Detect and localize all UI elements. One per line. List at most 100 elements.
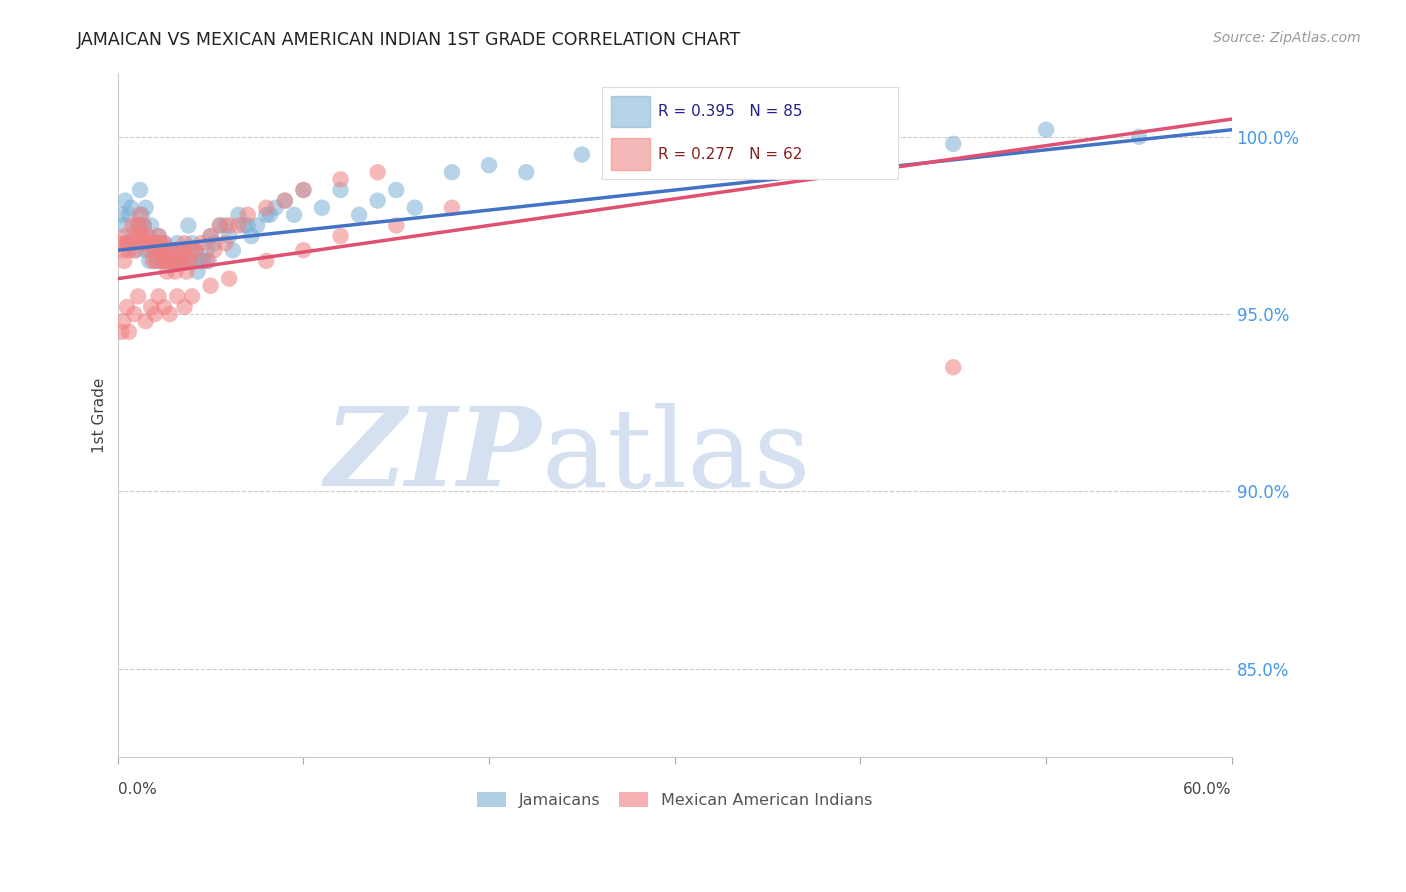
Point bbox=[115, 236, 138, 251]
Point bbox=[571, 147, 593, 161]
Point bbox=[195, 253, 218, 268]
Point bbox=[283, 208, 305, 222]
Point bbox=[145, 244, 167, 258]
Point bbox=[127, 219, 149, 233]
Point bbox=[329, 229, 352, 244]
Point bbox=[208, 219, 231, 233]
Point bbox=[112, 253, 135, 268]
Legend: Jamaicans, Mexican American Indians: Jamaicans, Mexican American Indians bbox=[471, 786, 879, 814]
Point bbox=[236, 219, 259, 233]
Point bbox=[153, 236, 176, 251]
Point bbox=[146, 236, 169, 251]
Point bbox=[167, 253, 190, 268]
Point bbox=[129, 183, 152, 197]
Point bbox=[264, 201, 287, 215]
Point bbox=[200, 229, 222, 244]
Point bbox=[121, 219, 143, 233]
Point bbox=[184, 244, 207, 258]
Point bbox=[143, 307, 166, 321]
Point bbox=[135, 314, 157, 328]
Point bbox=[1035, 122, 1057, 136]
Text: atlas: atlas bbox=[541, 402, 811, 509]
Point bbox=[246, 219, 269, 233]
Point bbox=[143, 236, 166, 251]
Point bbox=[259, 208, 281, 222]
Point bbox=[117, 236, 139, 251]
Point bbox=[132, 236, 155, 251]
Point bbox=[176, 253, 198, 268]
Point bbox=[125, 244, 148, 258]
Point bbox=[136, 229, 159, 244]
Point bbox=[254, 201, 277, 215]
Point bbox=[128, 219, 150, 233]
Point bbox=[170, 253, 193, 268]
Point bbox=[329, 172, 352, 186]
Point bbox=[515, 165, 537, 179]
Point bbox=[292, 183, 315, 197]
Point bbox=[148, 289, 170, 303]
Point bbox=[181, 244, 204, 258]
Point bbox=[156, 244, 179, 258]
Point bbox=[173, 244, 195, 258]
Point bbox=[228, 208, 250, 222]
Point bbox=[155, 253, 177, 268]
Point bbox=[172, 244, 194, 258]
Point bbox=[347, 208, 370, 222]
Point bbox=[190, 253, 212, 268]
Point bbox=[214, 219, 236, 233]
Point bbox=[385, 219, 408, 233]
Point bbox=[110, 236, 132, 251]
Point bbox=[162, 244, 184, 258]
Point bbox=[112, 244, 135, 258]
Point bbox=[110, 325, 132, 339]
Point bbox=[156, 264, 179, 278]
Point bbox=[274, 194, 297, 208]
Point bbox=[159, 307, 181, 321]
Point bbox=[118, 325, 141, 339]
Point bbox=[184, 244, 207, 258]
Point bbox=[756, 147, 779, 161]
Point bbox=[173, 236, 195, 251]
Point bbox=[135, 244, 157, 258]
Point bbox=[143, 236, 166, 251]
Point bbox=[127, 289, 149, 303]
Point bbox=[311, 201, 333, 215]
Point bbox=[115, 236, 138, 251]
Point bbox=[118, 244, 141, 258]
Point bbox=[254, 208, 277, 222]
Point bbox=[124, 236, 146, 251]
Point bbox=[160, 253, 183, 268]
Point bbox=[150, 244, 173, 258]
Point bbox=[159, 253, 181, 268]
Point bbox=[160, 244, 183, 258]
Point bbox=[152, 253, 174, 268]
Point bbox=[153, 300, 176, 314]
Point bbox=[136, 229, 159, 244]
Point bbox=[131, 229, 153, 244]
Point bbox=[222, 244, 245, 258]
Point bbox=[131, 208, 153, 222]
Point bbox=[478, 158, 501, 172]
Point bbox=[218, 271, 240, 285]
Point bbox=[149, 240, 172, 254]
Text: Source: ZipAtlas.com: Source: ZipAtlas.com bbox=[1213, 31, 1361, 45]
Point bbox=[187, 264, 209, 278]
Point bbox=[385, 183, 408, 197]
Point bbox=[145, 253, 167, 268]
Point bbox=[156, 244, 179, 258]
Point bbox=[150, 253, 173, 268]
Point bbox=[138, 253, 160, 268]
Point bbox=[202, 236, 225, 251]
Point bbox=[110, 208, 132, 222]
Point bbox=[195, 244, 218, 258]
Point bbox=[118, 208, 141, 222]
Point bbox=[228, 219, 250, 233]
Point bbox=[200, 229, 222, 244]
Point bbox=[202, 244, 225, 258]
Point bbox=[153, 253, 176, 268]
Point bbox=[129, 208, 152, 222]
Point bbox=[218, 229, 240, 244]
Point bbox=[166, 236, 188, 251]
Point bbox=[155, 244, 177, 258]
Point bbox=[177, 219, 200, 233]
